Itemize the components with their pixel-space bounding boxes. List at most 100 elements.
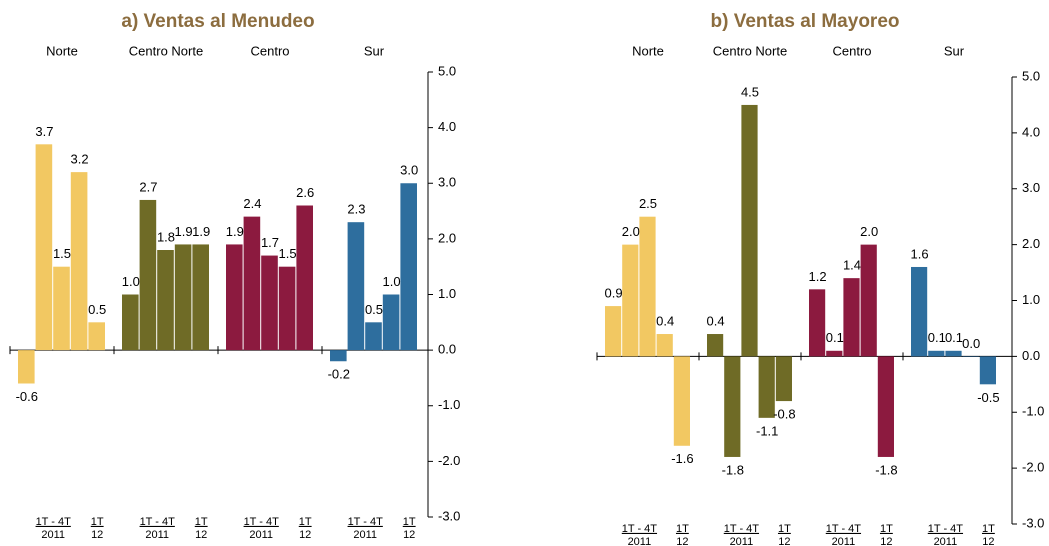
value-label: 1.9 — [175, 224, 193, 239]
value-label: -1.8 — [722, 462, 744, 477]
value-label: 3.7 — [35, 124, 53, 139]
period-label: 1T - 4T — [724, 523, 760, 535]
bar — [296, 205, 313, 351]
period-label: 1T — [982, 523, 995, 535]
bar — [724, 356, 741, 457]
bar — [365, 322, 382, 351]
period-label: 1T - 4T — [826, 523, 862, 535]
bar — [673, 356, 690, 446]
value-label: 0.5 — [88, 302, 106, 317]
bar — [278, 266, 296, 351]
group-label: Sur — [944, 43, 965, 58]
period-year: 2011 — [934, 536, 958, 546]
period-label: 1T - 4T — [140, 516, 176, 528]
value-label: 0.1 — [826, 330, 844, 345]
value-label: 1.8 — [157, 229, 175, 244]
value-label: 2.5 — [639, 196, 657, 211]
y-tick-label: -1.0 — [438, 397, 460, 412]
value-label: -1.6 — [671, 451, 693, 466]
bar — [18, 350, 35, 384]
period-year: 12 — [880, 536, 892, 546]
value-label: 4.5 — [741, 84, 759, 99]
bar — [35, 144, 53, 351]
value-label: 1.2 — [809, 269, 827, 284]
value-label: 1.5 — [53, 246, 71, 261]
period-label: 1T — [778, 523, 791, 535]
y-tick-label: 0.0 — [1022, 348, 1040, 363]
period-year: 12 — [91, 529, 103, 541]
period-year: 2011 — [353, 529, 377, 541]
period-year: 12 — [676, 536, 688, 546]
y-tick-label: -2.0 — [1022, 460, 1044, 475]
bar — [605, 306, 622, 357]
group-label: Norte — [632, 43, 664, 58]
value-label: 2.0 — [622, 224, 640, 239]
value-label: 2.7 — [139, 179, 157, 194]
period-label: 1T — [195, 516, 208, 528]
y-tick-label: 4.0 — [438, 119, 456, 134]
value-label: 0.4 — [707, 313, 725, 328]
value-label: -1.1 — [756, 423, 778, 438]
bar — [330, 350, 347, 362]
period-label: 1T — [676, 523, 689, 535]
y-tick-label: -2.0 — [438, 453, 460, 468]
period-label: 1T - 4T — [348, 516, 384, 528]
y-tick-label: 2.0 — [438, 230, 456, 245]
period-year: 2011 — [41, 529, 65, 541]
bar — [979, 356, 996, 385]
group-label: Centro Norte — [713, 43, 787, 58]
value-label: 1.0 — [383, 274, 401, 289]
value-label: 0.1 — [928, 330, 946, 345]
bar — [945, 350, 962, 357]
value-label: 0.5 — [365, 302, 383, 317]
period-year: 12 — [982, 536, 994, 546]
bar — [70, 172, 88, 351]
bar — [911, 266, 928, 357]
y-tick-label: 0.0 — [438, 342, 456, 357]
value-label: 1.0 — [122, 274, 140, 289]
group-label: Centro Norte — [129, 43, 203, 58]
bar — [656, 334, 673, 357]
group-label: Centro — [250, 43, 289, 58]
period-label: 1T — [880, 523, 893, 535]
bar — [88, 322, 105, 351]
value-label: 2.0 — [860, 224, 878, 239]
group-label: Sur — [364, 43, 385, 58]
value-label: 0.9 — [605, 286, 623, 301]
bar — [347, 222, 365, 351]
value-label: -0.8 — [773, 407, 795, 422]
value-label: 0.1 — [945, 330, 963, 345]
value-label: -0.2 — [328, 367, 350, 382]
group-label: Norte — [46, 43, 78, 58]
period-year: 12 — [778, 536, 790, 546]
bar — [192, 244, 209, 351]
period-year: 2011 — [628, 536, 652, 546]
y-tick-label: 3.0 — [1022, 180, 1040, 195]
value-label: 0.0 — [962, 336, 980, 351]
period-year: 12 — [403, 529, 415, 541]
bar — [622, 244, 639, 357]
bar — [382, 294, 400, 351]
value-label: 0.4 — [656, 313, 674, 328]
bar — [261, 255, 278, 351]
value-label: 1.9 — [226, 224, 244, 239]
value-label: 2.4 — [243, 196, 261, 211]
bar — [826, 350, 843, 357]
value-label: 1.7 — [261, 235, 279, 250]
value-label: 2.3 — [347, 202, 365, 217]
y-tick-label: 5.0 — [1022, 68, 1040, 83]
bar — [741, 104, 758, 357]
y-tick-label: -1.0 — [1022, 404, 1044, 419]
bar — [707, 334, 724, 357]
bar — [174, 244, 192, 351]
period-year: 2011 — [145, 529, 169, 541]
period-label: 1T - 4T — [928, 523, 964, 535]
value-label: 1.6 — [911, 246, 929, 261]
bar — [809, 289, 826, 357]
value-label: -0.5 — [977, 390, 999, 405]
value-label: 3.2 — [71, 152, 89, 167]
y-tick-label: -3.0 — [1022, 515, 1044, 530]
bar — [243, 216, 261, 351]
value-label: 3.0 — [400, 163, 418, 178]
